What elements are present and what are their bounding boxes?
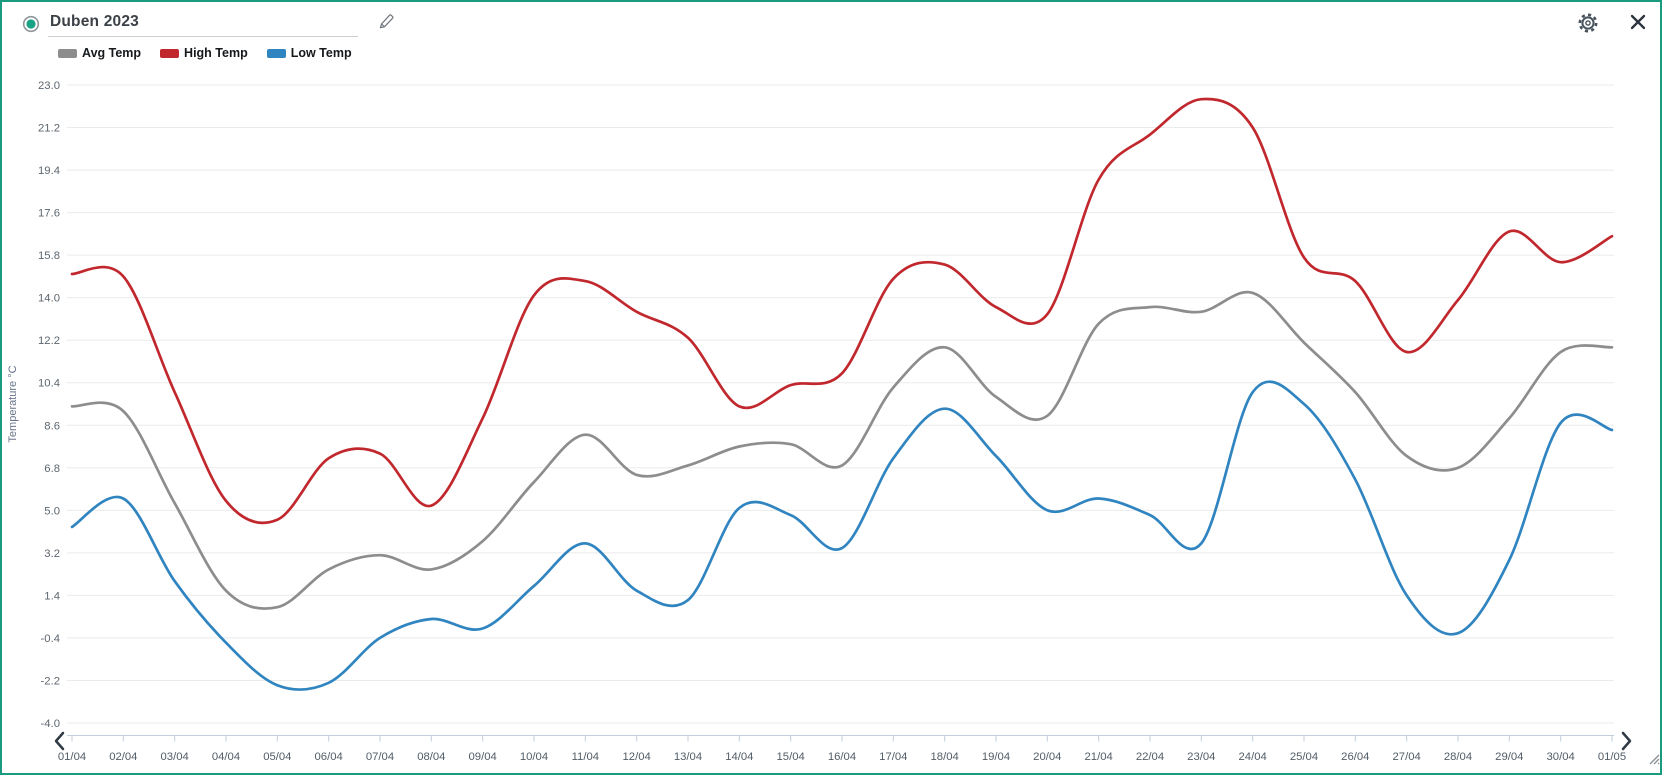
x-tick-label: 01/04 [58, 751, 86, 763]
x-tick-label: 06/04 [315, 751, 343, 763]
legend-item-low-temp[interactable]: Low Temp [266, 46, 352, 60]
scroll-right-chevron-icon[interactable] [1618, 730, 1634, 752]
y-tick-label: 14.0 [38, 293, 60, 305]
x-tick-label: 25/04 [1290, 751, 1318, 763]
y-tick-label: -4.0 [41, 718, 60, 730]
y-tick-label: 10.4 [38, 378, 60, 390]
x-tick-label: 24/04 [1239, 751, 1267, 763]
y-tick-label: 6.8 [44, 463, 60, 475]
x-tick-label: 11/04 [572, 751, 599, 763]
legend-label: Low Temp [290, 46, 352, 60]
y-tick-label: -0.4 [41, 633, 60, 645]
x-tick-label: 23/04 [1187, 751, 1215, 763]
y-tick-label: 12.2 [38, 335, 60, 347]
y-axis-title: Temperature °C [7, 365, 19, 442]
series-line-high-temp[interactable] [70, 97, 1614, 525]
x-tick-label: 01/05 [1598, 751, 1626, 763]
chart-selector-radio-icon[interactable] [22, 15, 40, 33]
y-tick-label: 21.2 [38, 123, 60, 135]
x-tick-label: 29/04 [1495, 751, 1523, 763]
legend-item-avg-temp[interactable]: Avg Temp [58, 46, 141, 60]
legend-item-high-temp[interactable]: High Temp [160, 46, 248, 60]
x-tick-label: 14/04 [725, 751, 753, 763]
scroll-left-chevron-icon[interactable] [52, 730, 68, 752]
x-tick-label: 26/04 [1341, 751, 1369, 763]
y-tick-label: 5.0 [44, 505, 60, 517]
high-temp-swatch-icon [160, 48, 180, 58]
x-tick-label: 10/04 [520, 751, 548, 763]
y-tick-label: -2.2 [41, 675, 60, 687]
y-tick-label: 3.2 [44, 548, 60, 560]
legend-label: Avg Temp [82, 46, 142, 60]
y-tick-label: 23.0 [38, 80, 60, 92]
y-tick-label: 15.8 [38, 250, 60, 262]
x-tick-label: 28/04 [1444, 751, 1472, 763]
y-tick-label: 8.6 [44, 420, 60, 432]
series-line-low-temp[interactable] [70, 380, 1614, 691]
y-tick-label: 19.4 [38, 165, 60, 177]
x-tick-label: 04/04 [212, 751, 240, 763]
x-tick-label: 18/04 [931, 751, 959, 763]
x-tick-label: 20/04 [1033, 751, 1061, 763]
legend-label: High Temp [184, 46, 248, 60]
y-tick-label: 1.4 [44, 590, 60, 602]
y-tick-label: 17.6 [38, 208, 60, 220]
low-temp-swatch-icon [266, 48, 286, 58]
x-tick-label: 21/04 [1085, 751, 1113, 763]
x-tick-label: 16/04 [828, 751, 856, 763]
settings-gear-icon[interactable] [1577, 12, 1599, 34]
x-tick-label: 19/04 [982, 751, 1010, 763]
chart-title-input[interactable]: Duben 2023 [50, 13, 140, 30]
x-tick-label: 07/04 [366, 751, 394, 763]
x-tick-label: 05/04 [263, 751, 291, 763]
x-tick-label: 30/04 [1547, 751, 1575, 763]
x-tick-label: 12/04 [623, 751, 651, 763]
x-tick-label: 09/04 [469, 751, 497, 763]
x-tick-label: 03/04 [161, 751, 189, 763]
edit-pencil-icon[interactable] [378, 13, 395, 30]
avg-temp-swatch-icon [58, 48, 77, 58]
x-tick-label: 17/04 [879, 751, 907, 763]
legend: Avg Temp High Temp Low Temp [58, 46, 352, 60]
x-tick-label: 08/04 [417, 751, 445, 763]
x-tick-label: 15/04 [777, 751, 805, 763]
x-tick-label: 02/04 [109, 751, 137, 763]
title-underline [48, 36, 358, 37]
series-line-avg-temp[interactable] [70, 290, 1614, 610]
resize-handle-icon[interactable] [1646, 751, 1660, 765]
x-tick-label: 13/04 [674, 751, 702, 763]
x-tick-label: 27/04 [1393, 751, 1421, 763]
close-icon[interactable] [1630, 14, 1646, 30]
x-tick-label: 22/04 [1136, 751, 1164, 763]
